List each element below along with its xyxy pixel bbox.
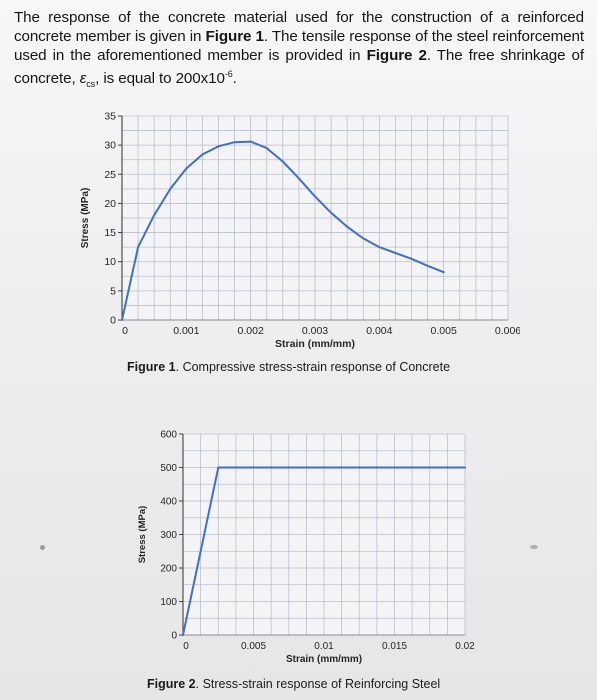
shrinkage-exponent: -6: [224, 69, 233, 79]
data-point: [201, 153, 204, 156]
page-speck: [530, 545, 538, 549]
y-tick-label: 10: [104, 256, 116, 268]
intro-text-4: , is equal to 200x10: [95, 70, 225, 88]
y-tick-label: 35: [104, 111, 116, 123]
figure1-caption-text: . Compressive stress-strain response of …: [175, 360, 451, 374]
figure1-caption: Figure 1. Compressive stress-strain resp…: [127, 360, 450, 374]
problem-statement: The response of the concrete material us…: [14, 8, 584, 94]
data-point: [394, 252, 397, 254]
intro-text-3: . The free shrinkage of concrete,: [14, 47, 584, 88]
chart-svg: 0 100 200 300 400 500 600 0 0.005 0.01 0.015 0.02 St…: [137, 430, 475, 666]
x-tick-label: 0.005: [431, 325, 457, 337]
y-tick-label: 300: [160, 530, 177, 541]
figure2-reference: Figure 2: [366, 47, 427, 64]
figure2-caption-text: . Stress-strain response of Reinforcing …: [195, 677, 441, 691]
data-point: [378, 246, 381, 249]
intro-text-1: The response of the concrete material us…: [14, 9, 584, 45]
y-tick-label: 600: [160, 430, 177, 441]
data-point: [464, 466, 466, 469]
y-tick-label: 500: [160, 463, 177, 474]
data-point: [217, 466, 220, 469]
data-point: [249, 140, 252, 143]
data-point: [182, 634, 184, 636]
y-tick-label: 20: [104, 198, 116, 210]
data-point: [217, 145, 220, 148]
y-tick-label: 30: [104, 140, 116, 152]
figure1-chart: 0 5 10 15 20 25 30 35 0 0.001 0.002 0.003 0.004 0.005…: [70, 100, 521, 360]
y-tick-label: 200: [160, 564, 177, 575]
data-point: [153, 214, 156, 216]
figure2-chart: 0 100 200 300 400 500 600 0 0.005 0.01 0.015 0.02 St…: [125, 420, 490, 675]
figure2-caption-prefix: Figure 2: [147, 677, 196, 691]
x-tick-label: 0.01: [314, 641, 334, 652]
x-tick-label: 0.002: [238, 325, 264, 337]
data-point: [265, 147, 268, 149]
data-point: [137, 246, 139, 249]
data-point: [281, 160, 284, 163]
y-axis-label: Stress (MPa): [137, 506, 148, 564]
figure2-caption: Figure 2. Stress-strain response of Rein…: [147, 677, 440, 691]
figure1-caption-prefix: Figure 1: [127, 360, 176, 374]
y-tick-label: 400: [160, 497, 177, 508]
data-point: [362, 237, 365, 240]
y-tick-label: 25: [104, 169, 116, 181]
x-tick-label: 0.006: [495, 325, 520, 337]
x-tick-label: 0: [183, 641, 189, 652]
y-tick-label: 0: [110, 315, 116, 327]
data-point: [410, 257, 413, 260]
data-point: [426, 264, 429, 267]
x-tick-label: 0.02: [455, 641, 475, 652]
x-axis-label: Strain (mm/mm): [286, 654, 362, 665]
chart-svg: 0 5 10 15 20 25 30 35 0 0.001 0.002 0.003 0.004 0.005…: [80, 111, 521, 351]
x-tick-label: 0.005: [241, 641, 266, 652]
shrinkage-symbol-subscript: cs: [86, 79, 96, 90]
intro-text-2: . The tensile response of the steel rein…: [14, 28, 584, 64]
y-tick-label: 15: [104, 227, 116, 239]
x-tick-label: 0.004: [366, 325, 392, 337]
page-speck: [40, 545, 45, 550]
shrinkage-symbol: ε: [79, 70, 87, 88]
y-tick-label: 100: [160, 597, 177, 608]
data-point: [330, 211, 332, 214]
data-point: [314, 195, 316, 198]
figure1-reference: Figure 1: [205, 28, 264, 45]
data-point: [233, 141, 236, 144]
x-tick-label: 0.015: [382, 641, 407, 652]
x-tick-label: 0.003: [302, 325, 328, 337]
data-point: [121, 319, 123, 321]
data-point: [169, 187, 172, 190]
data-point: [185, 167, 188, 170]
x-tick-label: 0.001: [173, 325, 199, 337]
intro-text-5: .: [232, 70, 237, 88]
data-point: [298, 177, 300, 180]
y-axis-label: Stress (MPa): [80, 188, 91, 249]
y-tick-label: 5: [110, 285, 116, 297]
y-tick-label: 0: [171, 631, 177, 642]
x-tick-label: 0: [122, 325, 128, 337]
data-point: [346, 225, 349, 228]
x-axis-label: Strain (mm/mm): [275, 338, 355, 350]
data-point: [442, 271, 445, 274]
